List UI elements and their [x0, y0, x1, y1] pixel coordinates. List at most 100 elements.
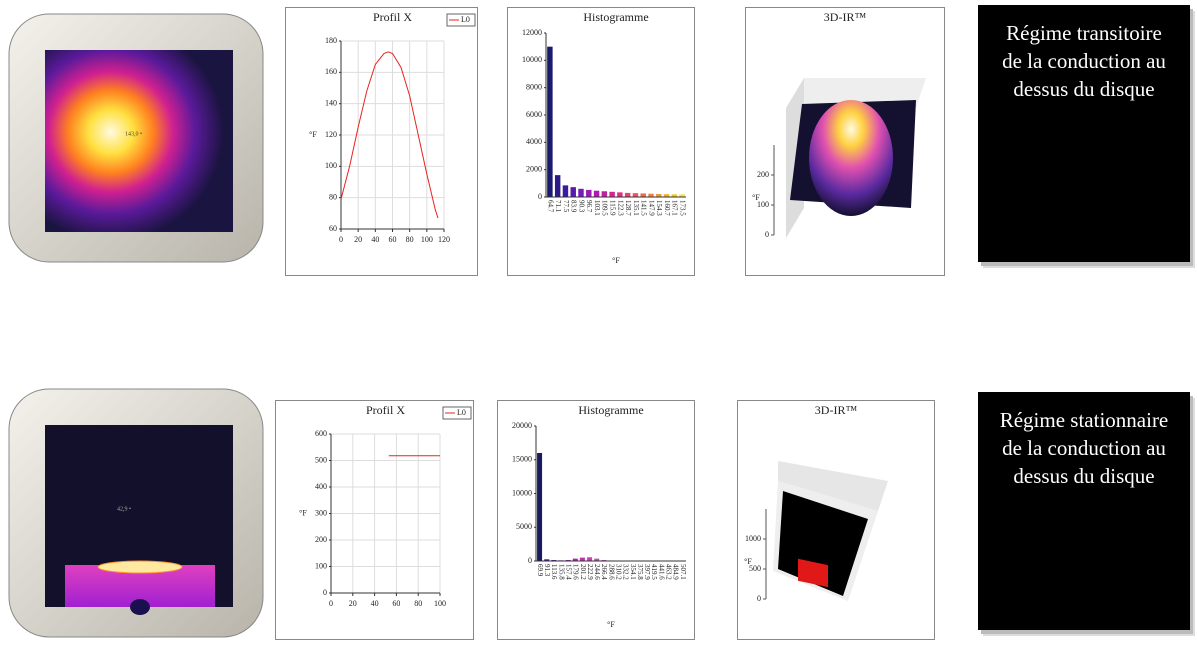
y-tick-label: 2000 — [526, 164, 542, 173]
x-tick-label: 0 — [329, 599, 333, 608]
x-tick-label: 441.6 — [657, 564, 665, 580]
x-tick-label: 60 — [389, 235, 397, 244]
x-tick-label: 96.7 — [585, 200, 593, 213]
x-tick-label: 100 — [434, 599, 446, 608]
thermal-image: 42,9 • — [5, 385, 267, 643]
bar — [578, 189, 583, 197]
chart: Profil X60801001201401601800204060801001… — [286, 8, 477, 275]
chart: Histogramme 0 2000 4000 6000 8000 10000 12000 64… — [508, 8, 694, 275]
x-tick-label: 113.6 — [550, 564, 558, 580]
y-tick-label: 120 — [325, 130, 337, 139]
x-tick-label: 201.2 — [579, 564, 587, 580]
z-axis-label: °F — [744, 557, 752, 566]
x-tick-label: 0 — [339, 235, 343, 244]
bar — [563, 185, 568, 197]
x-tick-label: 64.7 — [546, 200, 554, 213]
x-tick-label: 20 — [349, 599, 357, 608]
chart-title: Histogramme — [583, 10, 648, 24]
y-tick-label: 0 — [323, 588, 327, 597]
x-tick-label: 135.1 — [632, 200, 640, 216]
x-tick-label: 463.2 — [665, 564, 673, 580]
thermal-image: 143,0 • — [5, 10, 267, 268]
z-tick-label: 200 — [757, 170, 769, 179]
legend-label: L0 — [457, 408, 466, 417]
y-tick-label: 6000 — [526, 110, 542, 119]
x-tick-label: 103.1 — [593, 200, 601, 216]
x-tick-label: 147.9 — [647, 200, 655, 216]
y-tick-label: 0 — [528, 556, 532, 565]
z-tick-label: 0 — [757, 594, 761, 603]
x-tick-label: 484.9 — [672, 564, 680, 580]
bar — [609, 192, 614, 197]
x-tick-label: 419.5 — [650, 564, 658, 580]
y-tick-label: 100 — [325, 161, 337, 170]
y-tick-label: 500 — [315, 455, 327, 464]
x-tick-label: 397.9 — [643, 564, 651, 580]
x-tick-label: 157.4 — [565, 564, 573, 580]
y-tick-label: 140 — [325, 98, 337, 107]
x-tick-label: 288.6 — [607, 564, 615, 580]
x-tick-label: 77.5 — [562, 200, 570, 213]
bar — [641, 193, 646, 197]
x-tick-label: 154.3 — [655, 200, 663, 216]
y-tick-label: 12000 — [522, 28, 542, 37]
bar — [587, 557, 592, 561]
bar — [617, 192, 622, 197]
x-tick-label: 141.5 — [640, 200, 648, 216]
x-tick-label: 179.6 — [572, 564, 580, 580]
x-tick-label: 71.1 — [554, 200, 562, 213]
x-tick-label: 167.1 — [671, 200, 679, 216]
x-tick-label: 120 — [438, 235, 450, 244]
page: {"images": [{"label": "143,0 •"}, {"labe… — [0, 0, 1197, 648]
x-tick-label: 266.4 — [600, 564, 608, 580]
caption: Régime stationnaire de la conduction au … — [978, 392, 1190, 630]
y-tick-label: 160 — [325, 67, 337, 76]
chart-title: 3D-IR™ — [824, 10, 867, 24]
y-axis-label: °F — [309, 130, 317, 139]
chart-title: Profil X — [366, 403, 405, 417]
x-axis-label: °F — [612, 256, 620, 265]
x-tick-label: 69.9 — [536, 564, 544, 577]
surface — [809, 100, 893, 216]
x-tick-label: 100 — [421, 235, 433, 244]
y-tick-label: 0 — [538, 192, 542, 201]
z-axis-label: °F — [752, 193, 760, 202]
chart-panel: Histogramme 0 2000 4000 6000 8000 10000 12000 64… — [507, 7, 695, 276]
chart-title: Histogramme — [578, 403, 643, 417]
y-tick-label: 5000 — [516, 522, 532, 531]
bar — [586, 190, 591, 197]
x-tick-label: 91.3 — [543, 564, 551, 577]
x-tick-label: 160.7 — [663, 200, 671, 216]
chart: 3D-IR™05001000°F — [738, 401, 934, 639]
bar — [547, 47, 552, 197]
x-tick-label: 135.8 — [557, 564, 565, 580]
x-tick-label: 115.9 — [609, 200, 617, 216]
bar — [594, 191, 599, 197]
y-tick-label: 10000 — [522, 55, 542, 64]
y-tick-label: 4000 — [526, 137, 542, 146]
x-tick-label: 20 — [354, 235, 362, 244]
chart-title: 3D-IR™ — [815, 403, 858, 417]
x-tick-label: 80 — [414, 599, 422, 608]
y-tick-label: 80 — [329, 192, 337, 201]
bar — [580, 558, 585, 561]
spot-label: 42,9 • — [117, 506, 131, 512]
x-tick-label: 332.2 — [622, 564, 630, 580]
bar — [602, 191, 607, 197]
y-tick-label: 15000 — [512, 455, 532, 464]
z-tick-label: 0 — [765, 230, 769, 239]
x-tick-label: 310.2 — [615, 564, 623, 580]
y-tick-label: 8000 — [526, 82, 542, 91]
y-tick-label: 20000 — [512, 421, 532, 430]
caption: Régime transitoire de la conduction au d… — [978, 5, 1190, 262]
bar — [571, 187, 576, 197]
x-tick-label: 507.1 — [679, 564, 687, 580]
y-axis-label: °F — [299, 508, 307, 517]
chart-panel: Profil X60801001201401601800204060801001… — [285, 7, 478, 276]
x-tick-label: 244.6 — [593, 564, 601, 580]
bar — [555, 175, 560, 197]
